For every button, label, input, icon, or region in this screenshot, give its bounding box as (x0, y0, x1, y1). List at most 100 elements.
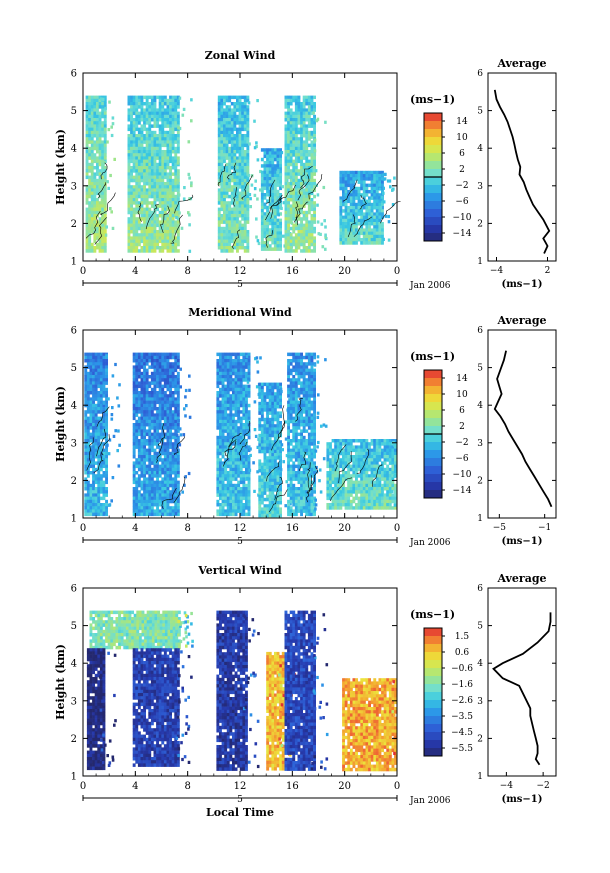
heatmap-cell (292, 182, 296, 186)
heatmap-cell (233, 108, 237, 112)
heatmap-cell (176, 471, 180, 475)
heatmap-cell (158, 226, 162, 231)
heatmap-cell (233, 156, 237, 160)
heatmap-cell (98, 153, 102, 157)
heatmap-cell (161, 400, 165, 405)
heatmap-cell (171, 146, 175, 151)
heatmap-cell (140, 483, 144, 488)
heatmap-cell (313, 194, 316, 199)
heatmap-cell (90, 207, 94, 212)
heatmap-cell (175, 433, 179, 437)
heatmap-cell (96, 236, 99, 240)
heatmap-cell (85, 156, 89, 160)
heatmap-cell (228, 210, 232, 215)
heatmap-cell (217, 220, 221, 224)
heatmap-cell (97, 499, 101, 504)
heatmap-cell (245, 391, 248, 395)
heatmap-cell (234, 352, 238, 357)
heatmap-cell (260, 221, 264, 226)
heatmap-cell (297, 204, 301, 208)
heatmap-cell (342, 190, 345, 194)
heatmap-cell (145, 111, 149, 116)
colorbar-tick-label: 14 (456, 117, 468, 127)
heatmap-cell (102, 483, 106, 488)
contour-line (380, 201, 401, 224)
heatmap-cell (84, 410, 88, 414)
heatmap-cell (84, 499, 88, 504)
heatmap-cell (143, 249, 146, 253)
heatmap-cell (219, 442, 222, 446)
heatmap-cell (342, 215, 345, 220)
heatmap-cell (220, 207, 224, 212)
heatmap-cell (245, 413, 248, 417)
heatmap-cell (307, 153, 311, 157)
heatmap-cell (217, 166, 221, 170)
heatmap-cell (357, 209, 361, 213)
heatmap-cell (225, 246, 229, 250)
heatmap-cell (166, 509, 170, 513)
heatmap-cell (292, 150, 296, 154)
heatmap-cell (169, 381, 172, 385)
heatmap-cell (143, 493, 146, 497)
heatmap-cell (137, 156, 141, 160)
heatmap-cell (156, 153, 159, 157)
heatmap-cell (171, 121, 175, 125)
heatmap-cell (130, 111, 133, 116)
heatmap-cell (236, 217, 239, 221)
heatmap-cell (238, 191, 242, 196)
heatmap-cell (310, 188, 314, 192)
heatmap-cell (365, 199, 369, 204)
heatmap-cell (216, 400, 220, 405)
heatmap-cell (143, 118, 146, 122)
heatmap-cell (132, 230, 136, 234)
heatmap-cell (161, 458, 165, 462)
heatmap-cell (176, 413, 180, 417)
heatmap-cell (238, 185, 242, 189)
heatmap-cell (237, 381, 241, 385)
heatmap-cell (339, 202, 343, 207)
heatmap-cell (344, 212, 348, 216)
heatmap-cell (355, 209, 358, 213)
heatmap-cell (294, 166, 298, 170)
heatmap-cell (105, 362, 108, 366)
heatmap-cell (153, 474, 157, 478)
heatmap-cell (352, 199, 356, 204)
heatmap-cell (89, 423, 93, 427)
heatmap-cell (263, 193, 267, 197)
heatmap-cell (103, 207, 107, 212)
heatmap-cell (90, 153, 94, 157)
heatmap-cell (238, 102, 242, 106)
heatmap-cell (224, 362, 228, 366)
heatmap-cell (163, 204, 167, 208)
heatmap-cell (132, 407, 136, 411)
heatmap-cell (263, 177, 267, 181)
heatmap-cell (247, 416, 251, 421)
heatmap-cell (84, 435, 88, 440)
heatmap-cell (368, 218, 371, 223)
heatmap-cell (150, 506, 154, 510)
heatmap-cell (148, 503, 152, 507)
heatmap-cell (352, 238, 356, 242)
heatmap-cell (158, 483, 162, 488)
heatmap-cell (90, 127, 94, 132)
heatmap-cell (166, 207, 170, 212)
heatmap-cell (241, 134, 245, 138)
heatmap-cell (357, 190, 361, 194)
heatmap-cell (163, 169, 167, 173)
heatmap-cell (93, 156, 97, 160)
heatmap-cell (137, 384, 141, 389)
heatmap-cell (135, 210, 139, 215)
heatmap-cell (216, 451, 220, 456)
heatmap-cell (249, 205, 252, 209)
heatmap-cell (313, 143, 316, 148)
heatmap-cell (97, 435, 101, 440)
heatmap-cell (166, 368, 170, 373)
heatmap-cell (362, 238, 366, 242)
heatmap-cell (245, 442, 248, 446)
heatmap-cell (313, 220, 316, 224)
heatmap-cell (140, 239, 144, 244)
heatmap-cell (153, 143, 157, 148)
heatmap-cell (238, 121, 242, 125)
heatmap-cell (137, 114, 141, 119)
heatmap-cell (89, 435, 93, 440)
